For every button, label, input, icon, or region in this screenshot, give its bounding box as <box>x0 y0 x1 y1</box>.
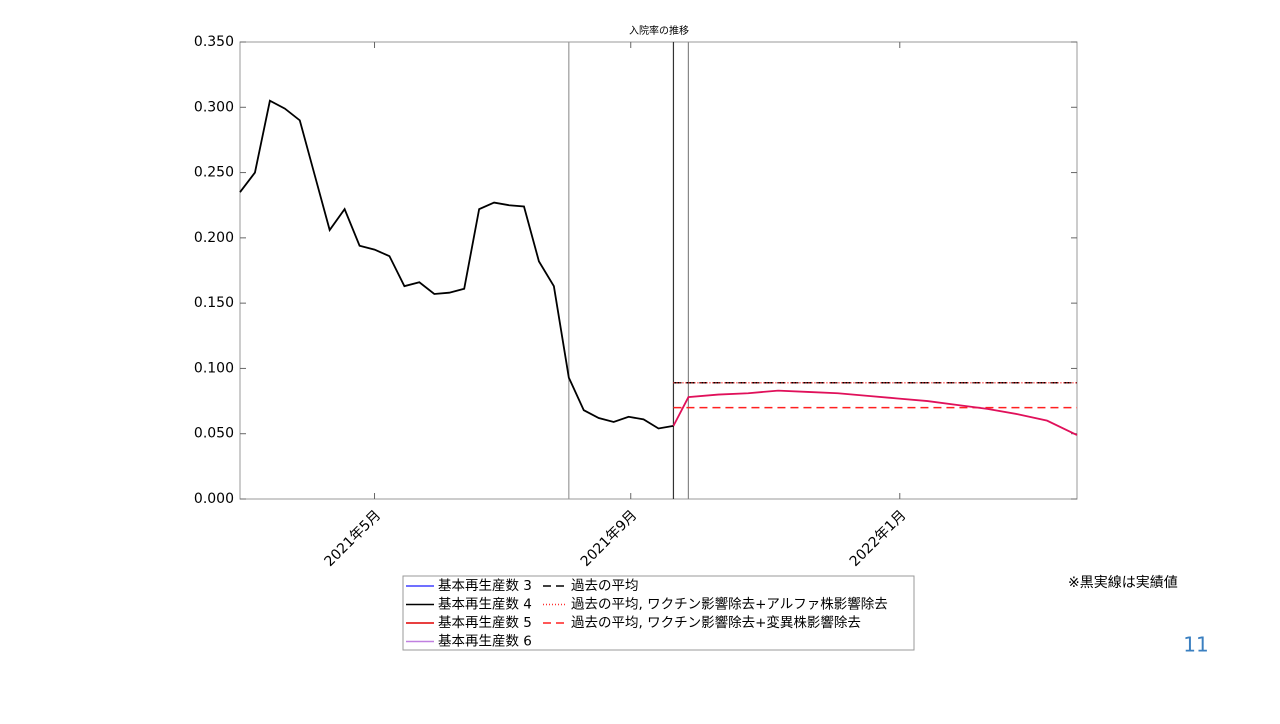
chart-title: 入院率の推移 <box>629 24 689 37</box>
legend-label: 基本再生産数 6 <box>438 633 532 650</box>
legend-box <box>402 575 915 651</box>
legend-label: 過去の平均, ワクチン影響除去+アルファ株影響除去 <box>571 596 888 613</box>
note: ※黒実線は実績値 <box>1068 575 1178 591</box>
series-line <box>239 99 674 430</box>
y-tick-label: 0.350 <box>194 34 234 50</box>
x-tick-label: 2021年5月 <box>322 507 385 570</box>
y-tick-label: 0.300 <box>194 99 234 115</box>
legend-label: 基本再生産数 3 <box>438 577 532 594</box>
y-tick-label: 0.000 <box>194 491 234 507</box>
x-tick-label: 2022年1月 <box>847 507 910 570</box>
y-tick-label: 0.150 <box>194 295 234 311</box>
legend-label: 過去の平均, ワクチン影響除去+変異株影響除去 <box>571 614 861 631</box>
y-tick-label: 0.100 <box>194 360 234 376</box>
legend-label: 基本再生産数 5 <box>438 614 532 631</box>
y-tick-label: 0.250 <box>194 165 234 181</box>
x-tick-label: 2021年9月 <box>578 507 641 570</box>
series-line <box>672 389 1078 436</box>
y-tick-label: 0.050 <box>194 426 234 442</box>
legend-label: 基本再生産数 4 <box>438 596 532 613</box>
page-number: 11 <box>1183 633 1208 657</box>
legend-label: 過去の平均 <box>571 578 639 594</box>
plot-frame <box>239 41 1078 500</box>
y-tick-label: 0.200 <box>194 230 234 246</box>
